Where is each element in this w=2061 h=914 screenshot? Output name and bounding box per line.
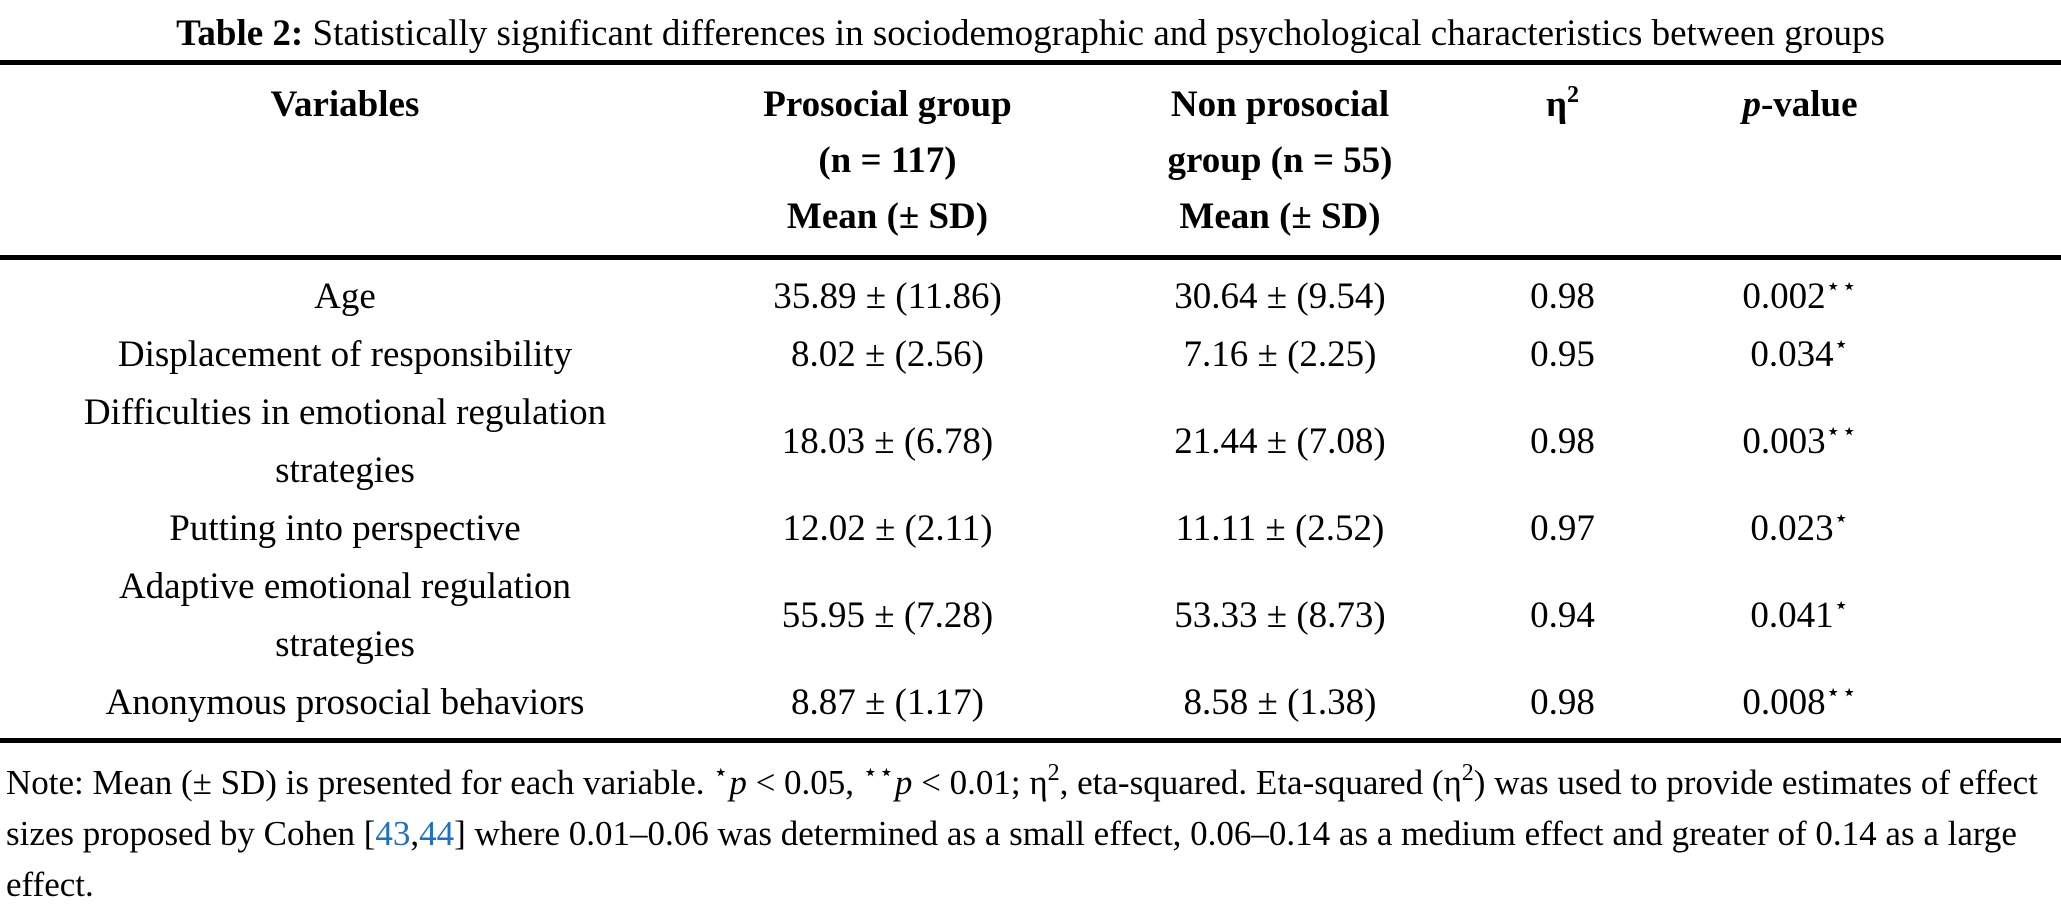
- significance-stars: ⋆⋆: [1825, 417, 1858, 445]
- variable-cell: Displacement of responsibility: [0, 326, 690, 384]
- nonprosocial-mean-cell: 53.33 ± (8.73): [1174, 595, 1386, 636]
- eta-superscript: 2: [1461, 760, 1474, 786]
- header-row: Variables Prosocial group (n = 117) Mean…: [0, 63, 2061, 258]
- eta-squared-cell: 0.97: [1530, 508, 1595, 549]
- eta-squared-cell: 0.98: [1530, 421, 1595, 462]
- table-row-displacement: Displacement of responsibility 8.02 ± (2…: [0, 326, 2061, 384]
- prosocial-mean-cell: 35.89 ± (11.86): [773, 276, 1002, 317]
- double-star: ⋆⋆: [862, 758, 895, 786]
- note-text: < 0.01; η: [912, 763, 1048, 802]
- col-header-filler: [1950, 63, 2061, 258]
- col-header-nonprosocial-group: Non prosocial group (n = 55) Mean (± SD): [1085, 63, 1475, 258]
- significance-stars: ⋆⋆: [1825, 272, 1858, 300]
- single-star: ⋆: [713, 758, 730, 786]
- prosocial-mean-cell: 12.02 ± (2.11): [782, 508, 993, 549]
- nonprosocial-mean-cell: 7.16 ± (2.25): [1183, 334, 1377, 375]
- p-value-cell: 0.034⋆: [1650, 326, 1950, 384]
- citation-link-44[interactable]: 44: [419, 814, 455, 853]
- filler-cell: [1950, 384, 2061, 500]
- prosocial-mean-cell: 8.87 ± (1.17): [791, 682, 984, 723]
- eta-squared-cell: 0.95: [1530, 334, 1595, 375]
- variable-cell: Putting into perspective: [0, 500, 690, 558]
- citation-link-43[interactable]: 43: [375, 814, 411, 853]
- significance-stars: ⋆⋆: [1825, 678, 1858, 706]
- p-value-number: 0.003: [1742, 421, 1826, 462]
- variable-label: Displacement of responsibility: [117, 334, 573, 375]
- table-row-age: Age 35.89 ± (11.86) 30.64 ± (9.54) 0.98 …: [0, 258, 2061, 327]
- variable-label: Age: [314, 276, 376, 317]
- prosocial-header-line1: Prosocial group: [763, 84, 1012, 125]
- citation-comma: ,: [410, 814, 420, 853]
- note-text: ) was used to provide estimates of effec…: [6, 763, 2038, 853]
- p-value-cell: 0.002⋆⋆: [1650, 258, 1950, 327]
- table-row-adaptive: Adaptive emotional regulation strategies…: [0, 558, 2061, 674]
- significance-stars: ⋆: [1833, 504, 1850, 532]
- p-value-suffix: -value: [1760, 84, 1858, 125]
- p-value-number: 0.034: [1750, 334, 1834, 375]
- p-value-number: 0.008: [1742, 682, 1826, 723]
- filler-cell: [1950, 500, 2061, 558]
- p-value-cell: 0.003⋆⋆: [1650, 384, 1950, 500]
- note-text: ] where 0.01–0.06 was determined as a sm…: [6, 814, 2017, 904]
- nonprosocial-header-line1: Non prosocial: [1170, 84, 1390, 125]
- variable-cell: Difficulties in emotional regulation str…: [0, 384, 690, 500]
- variable-label: Anonymous prosocial behaviors: [105, 682, 585, 723]
- variable-label: Putting into perspective: [169, 508, 521, 549]
- eta-symbol: η: [1545, 84, 1567, 125]
- p-value-number: 0.023: [1750, 508, 1834, 549]
- nonprosocial-mean-cell: 30.64 ± (9.54): [1174, 276, 1386, 317]
- nonprosocial-mean-cell: 21.44 ± (7.08): [1174, 421, 1386, 462]
- col-header-p-value: p-value: [1650, 63, 1950, 258]
- p-value-number: 0.002: [1742, 276, 1826, 317]
- nonprosocial-header-line2: group (n = 55): [1167, 140, 1393, 181]
- table-caption-label: Table 2:: [176, 13, 304, 54]
- table-row-difficulties: Difficulties in emotional regulation str…: [0, 384, 2061, 500]
- table-caption-text: Statistically significant differences in…: [303, 13, 1885, 54]
- results-table: Variables Prosocial group (n = 117) Mean…: [0, 60, 2061, 743]
- prosocial-mean-cell: 55.95 ± (7.28): [781, 595, 994, 636]
- prosocial-header-line3: Mean (± SD): [786, 196, 989, 237]
- filler-cell: [1950, 258, 2061, 327]
- prosocial-mean-cell: 18.03 ± (6.78): [781, 421, 994, 462]
- variable-label: Adaptive emotional regulation strategies: [118, 566, 572, 665]
- prosocial-header-line2: (n = 117): [818, 140, 957, 181]
- variable-label: Difficulties in emotional regulation str…: [83, 392, 607, 491]
- table-caption: Table 2: Statistically significant diffe…: [0, 0, 2061, 60]
- p-value-number: 0.041: [1750, 595, 1834, 636]
- col-header-eta-squared: η2: [1475, 63, 1650, 258]
- p-symbol: p: [729, 763, 747, 802]
- p-symbol: p: [1742, 84, 1761, 125]
- p-symbol: p: [894, 763, 913, 802]
- col-header-prosocial-group: Prosocial group (n = 117) Mean (± SD): [690, 63, 1085, 258]
- table-row-anonymous: Anonymous prosocial behaviors 8.87 ± (1.…: [0, 674, 2061, 741]
- note-text: , eta-squared. Eta-squared (η: [1059, 763, 1462, 802]
- filler-cell: [1950, 674, 2061, 741]
- variable-cell: Adaptive emotional regulation strategies: [0, 558, 690, 674]
- nonprosocial-mean-cell: 11.11 ± (2.52): [1175, 508, 1385, 549]
- variable-cell: Age: [0, 258, 690, 327]
- note-text: Note: Mean (± SD) is presented for each …: [6, 763, 714, 802]
- eta-squared-cell: 0.94: [1530, 595, 1595, 636]
- eta-squared-cell: 0.98: [1530, 682, 1595, 723]
- significance-stars: ⋆: [1833, 330, 1850, 358]
- nonprosocial-mean-cell: 8.58 ± (1.38): [1183, 682, 1377, 723]
- eta-superscript: 2: [1047, 760, 1060, 786]
- eta-superscript: 2: [1567, 82, 1579, 108]
- prosocial-mean-cell: 8.02 ± (2.56): [791, 334, 984, 375]
- variable-cell: Anonymous prosocial behaviors: [0, 674, 690, 741]
- col-header-variables: Variables: [270, 84, 420, 125]
- filler-cell: [1950, 558, 2061, 674]
- p-value-cell: 0.041⋆: [1650, 558, 1950, 674]
- nonprosocial-header-line3: Mean (± SD): [1179, 196, 1381, 237]
- note-text: < 0.05,: [746, 763, 863, 802]
- p-value-cell: 0.008⋆⋆: [1650, 674, 1950, 741]
- table-note: Note: Mean (± SD) is presented for each …: [0, 743, 2061, 910]
- filler-cell: [1950, 326, 2061, 384]
- eta-squared-cell: 0.98: [1530, 276, 1595, 317]
- table-row-perspective: Putting into perspective 12.02 ± (2.11) …: [0, 500, 2061, 558]
- significance-stars: ⋆: [1833, 591, 1850, 619]
- p-value-cell: 0.023⋆: [1650, 500, 1950, 558]
